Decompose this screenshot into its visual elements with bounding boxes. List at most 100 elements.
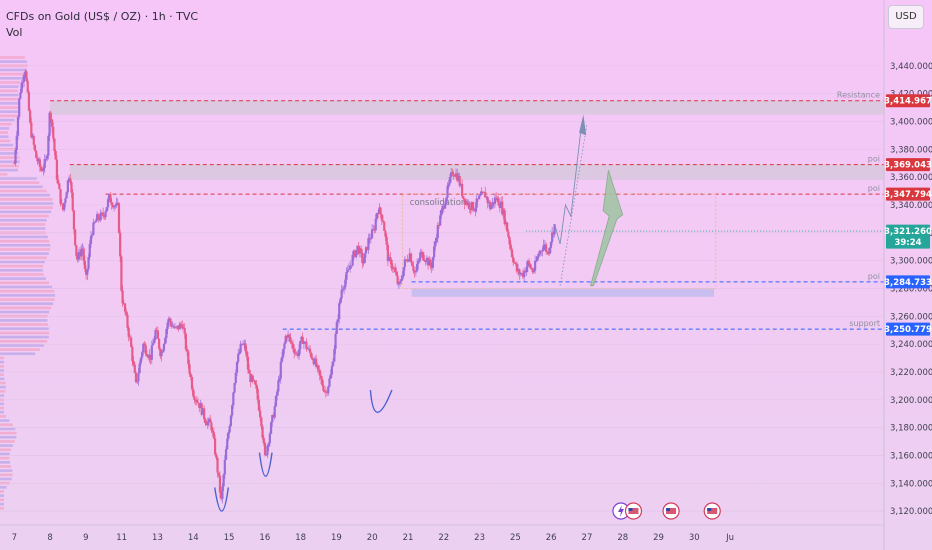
- swing-low-marker: [369, 389, 393, 413]
- volume-profile-bar: [0, 285, 52, 289]
- candle-body: [134, 372, 138, 383]
- candle-body: [182, 327, 185, 329]
- candle-body: [188, 364, 191, 374]
- candle-body: [358, 248, 361, 254]
- candle-body: [262, 437, 265, 444]
- candle-body: [249, 373, 252, 382]
- candle-body: [360, 248, 363, 253]
- volume-profile-bar: [0, 173, 8, 176]
- candle-body: [272, 415, 275, 418]
- volume-profile-bar: [0, 394, 5, 397]
- candle-body: [92, 222, 95, 235]
- y-tick-label: 3,400.000: [890, 118, 932, 128]
- x-tick-label: 22: [438, 533, 449, 543]
- candle-body: [339, 298, 342, 304]
- candle-body: [313, 358, 316, 365]
- candle-body: [531, 268, 534, 273]
- candle-body: [164, 338, 167, 344]
- level-annotation: poi: [868, 272, 880, 281]
- candle-body: [123, 303, 127, 312]
- candle-body: [442, 205, 445, 209]
- candle-body: [352, 250, 355, 256]
- candle-body: [402, 266, 405, 277]
- candle-body: [179, 323, 183, 325]
- swing-low-marker: [258, 452, 273, 477]
- candle-body: [338, 303, 341, 320]
- candle-body: [104, 211, 107, 217]
- candle-body: [200, 403, 203, 415]
- candle-body: [300, 336, 303, 342]
- candle-body: [267, 443, 270, 446]
- candle-body: [91, 234, 94, 236]
- candle-body: [97, 214, 100, 220]
- candle-body: [314, 358, 318, 367]
- y-tick-label: 3,160.000: [890, 451, 932, 461]
- candle-body: [39, 166, 43, 171]
- consolidation-rect: [402, 193, 717, 289]
- volume-profile-bar: [0, 310, 50, 314]
- candle-body: [192, 389, 195, 397]
- candle-body: [344, 279, 347, 288]
- event-icons: [612, 502, 721, 520]
- candle-body: [128, 336, 132, 338]
- candle-body: [310, 352, 313, 358]
- candle-body: [114, 205, 117, 207]
- candle-body: [53, 138, 56, 151]
- candle-body: [446, 185, 449, 198]
- candle-body: [507, 231, 510, 238]
- x-tick-label: 26: [546, 533, 557, 543]
- candle-body: [276, 391, 279, 396]
- candle-body: [177, 325, 180, 330]
- candle-body: [133, 364, 136, 373]
- candle-body: [357, 245, 360, 254]
- candle-body: [283, 343, 286, 349]
- candle-body: [527, 260, 531, 264]
- volume-profile-bar: [0, 102, 21, 105]
- candle-body: [250, 375, 253, 382]
- price-tag: [886, 322, 930, 336]
- candle-body: [189, 373, 192, 378]
- candle-body: [72, 210, 76, 230]
- volume-profile-bar: [0, 189, 47, 193]
- candle-body: [220, 492, 223, 499]
- candle-body: [502, 210, 505, 215]
- candle-body: [254, 380, 257, 385]
- volume-profile-bar: [0, 473, 13, 477]
- x-tick-label: 14: [188, 533, 199, 543]
- candle-body: [155, 330, 158, 331]
- candle-body: [273, 406, 276, 418]
- candle-body: [414, 270, 417, 273]
- candle-body: [403, 259, 407, 267]
- x-tick-label: 25: [510, 533, 521, 543]
- candle-body: [183, 327, 186, 334]
- candle-body: [145, 354, 149, 357]
- price-tag-label: 3,369.043: [884, 161, 932, 171]
- candle-body: [503, 210, 506, 225]
- candle-body: [465, 200, 469, 206]
- candle-body: [70, 182, 73, 193]
- candle-body: [199, 403, 202, 409]
- candle-body: [542, 245, 545, 251]
- candle-body: [151, 343, 155, 346]
- candle-body: [397, 283, 400, 285]
- currency-button[interactable]: USD: [888, 5, 924, 29]
- candle-body: [150, 345, 153, 360]
- candle-body: [100, 212, 104, 214]
- candle-body: [406, 259, 409, 262]
- candle-body: [471, 201, 475, 211]
- candle-body: [33, 144, 37, 151]
- x-tick-label: 8: [47, 533, 52, 543]
- candle-body: [231, 405, 234, 416]
- candle-body: [251, 375, 254, 380]
- candle-body: [20, 83, 23, 93]
- level-annotation: support: [849, 319, 880, 328]
- candle-body: [293, 348, 296, 354]
- candle-body: [147, 356, 150, 358]
- candle-body: [396, 275, 399, 285]
- candle-body: [265, 454, 268, 456]
- volume-profile-bar: [0, 168, 18, 172]
- candle-body: [244, 343, 247, 352]
- volume-profile-bar: [0, 164, 19, 168]
- candle-body: [288, 334, 291, 338]
